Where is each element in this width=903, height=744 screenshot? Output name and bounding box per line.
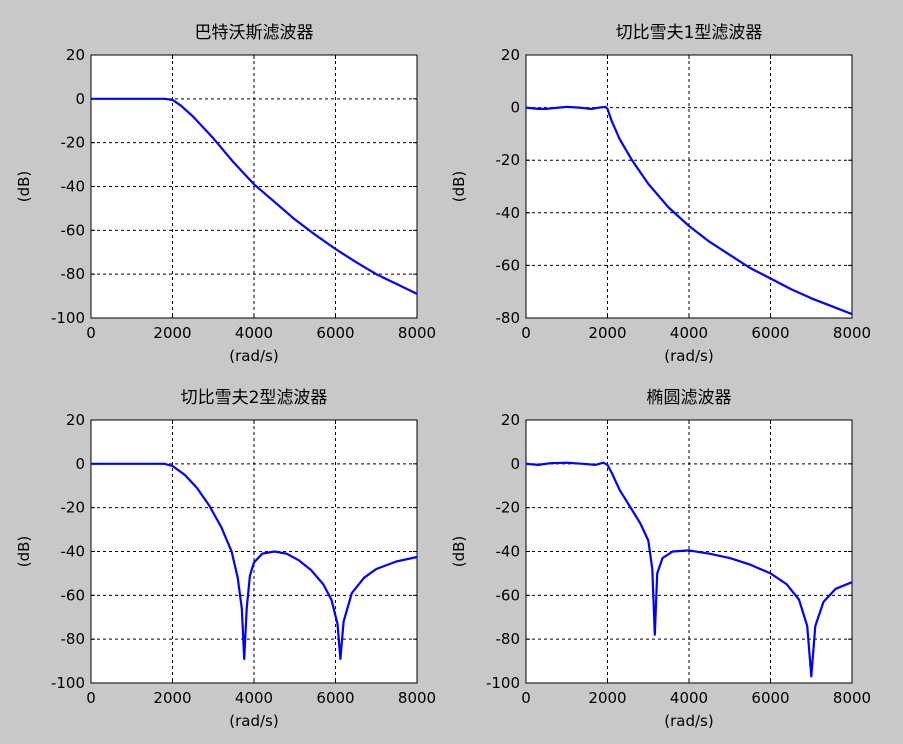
x-axis-label: (rad/s) (229, 712, 278, 730)
y-tick-label: -100 (486, 674, 520, 692)
series-line (91, 462, 418, 660)
x-tick-label: 0 (521, 324, 531, 342)
y-tick-label: 0 (75, 90, 85, 108)
y-tick-label: -100 (51, 674, 85, 692)
y-tick-label: 0 (510, 99, 520, 117)
chart-title: 巴特沃斯滤波器 (195, 23, 314, 43)
x-tick-label: 8000 (398, 689, 436, 707)
x-tick-labels: 0 2000 4000 6000 8000 (521, 324, 871, 342)
y-tick-label: -40 (61, 543, 86, 561)
x-tick-label: 4000 (670, 324, 708, 342)
tick-marks (525, 54, 853, 319)
x-tick-label: 2000 (153, 689, 191, 707)
x-tick-label: 0 (86, 689, 96, 707)
y-tick-label: -40 (496, 204, 521, 222)
y-tick-label: 0 (75, 455, 85, 473)
y-tick-label: -20 (61, 499, 86, 517)
x-tick-label: 8000 (398, 324, 436, 342)
x-tick-label: 6000 (316, 324, 354, 342)
x-axis-label: (rad/s) (664, 712, 713, 730)
y-tick-label: -20 (61, 134, 86, 152)
y-tick-label: -60 (61, 221, 86, 239)
x-tick-label: 2000 (588, 324, 626, 342)
y-tick-labels: 20 0 -20 -40 -60 -80 -100 (486, 411, 520, 692)
x-axis-label: (rad/s) (664, 347, 713, 365)
x-tick-label: 6000 (751, 324, 789, 342)
y-tick-label: -80 (496, 630, 521, 648)
series-line (525, 461, 853, 678)
y-tick-label: -100 (51, 309, 85, 327)
x-tick-label: 0 (521, 689, 531, 707)
y-tick-label: -60 (61, 586, 86, 604)
y-tick-label: 0 (510, 455, 520, 473)
y-axis-label: (dB) (15, 171, 33, 203)
subplot-elliptic: 20 0 -20 -40 -60 -80 -100 0 2000 4000 60… (450, 388, 871, 730)
x-tick-labels: 0 2000 4000 6000 8000 (86, 324, 436, 342)
series-line (525, 105, 853, 316)
chart-title: 切比雪夫2型滤波器 (181, 388, 328, 408)
x-tick-label: 2000 (588, 689, 626, 707)
y-tick-label: -40 (496, 543, 521, 561)
y-tick-label: 20 (501, 46, 520, 64)
x-tick-labels: 0 2000 4000 6000 8000 (86, 689, 436, 707)
tick-marks (90, 419, 418, 684)
y-axis-label: (dB) (15, 536, 33, 568)
subplot-chebyshev2: 20 0 -20 -40 -60 -80 -100 0 2000 4000 60… (15, 388, 436, 730)
chart-title: 切比雪夫1型滤波器 (616, 23, 763, 43)
subplot-butterworth: 20 0 -20 -40 -60 -80 -100 0 2000 4000 60… (15, 23, 436, 365)
x-tick-label: 8000 (833, 324, 871, 342)
y-tick-label: -80 (61, 265, 86, 283)
y-tick-label: 20 (66, 411, 85, 429)
x-tick-label: 4000 (235, 324, 273, 342)
tick-marks (525, 419, 853, 684)
x-tick-label: 2000 (153, 324, 191, 342)
chart-title: 椭圆滤波器 (647, 388, 732, 408)
subplot-chebyshev1: 20 0 -20 -40 -60 -80 0 2000 4000 6000 80… (450, 23, 871, 365)
x-tick-label: 0 (86, 324, 96, 342)
y-tick-label: -20 (496, 499, 521, 517)
y-axis-label: (dB) (450, 171, 468, 203)
x-tick-label: 6000 (751, 689, 789, 707)
x-tick-label: 6000 (316, 689, 354, 707)
x-tick-labels: 0 2000 4000 6000 8000 (521, 689, 871, 707)
y-tick-labels: 20 0 -20 -40 -60 -80 -100 (51, 46, 85, 327)
y-axis-label: (dB) (450, 536, 468, 568)
y-tick-label: -20 (496, 151, 521, 169)
y-tick-label: 20 (501, 411, 520, 429)
x-tick-label: 4000 (670, 689, 708, 707)
y-tick-label: 20 (66, 46, 85, 64)
y-tick-label: -40 (61, 178, 86, 196)
x-axis-label: (rad/s) (229, 347, 278, 365)
x-tick-label: 4000 (235, 689, 273, 707)
y-tick-labels: 20 0 -20 -40 -60 -80 (496, 46, 521, 327)
y-tick-label: -60 (496, 256, 521, 274)
y-tick-label: -80 (496, 309, 521, 327)
y-tick-label: -80 (61, 630, 86, 648)
y-tick-labels: 20 0 -20 -40 -60 -80 -100 (51, 411, 85, 692)
y-tick-label: -60 (496, 586, 521, 604)
series-line (91, 97, 418, 295)
x-tick-label: 8000 (833, 689, 871, 707)
